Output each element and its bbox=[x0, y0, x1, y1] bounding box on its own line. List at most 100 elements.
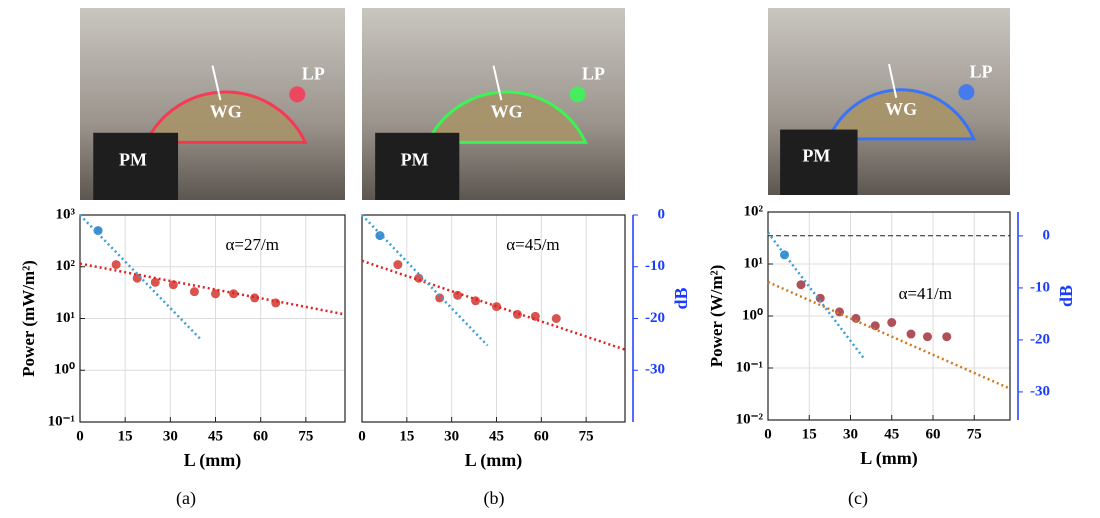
photo-waveguide bbox=[826, 88, 976, 141]
y-tick-label: 10⁻¹ bbox=[736, 359, 763, 375]
photo-label: LP bbox=[969, 62, 992, 82]
annotation: α=27/m bbox=[226, 235, 279, 254]
y2-axis-label: dB bbox=[1056, 285, 1076, 307]
data-point bbox=[851, 313, 861, 323]
fit-line bbox=[79, 262, 346, 316]
data-point bbox=[471, 296, 481, 306]
x-tick-label: 0 bbox=[358, 428, 366, 444]
y-tick-label: 10⁻² bbox=[736, 411, 764, 427]
x-tick-label: 75 bbox=[579, 428, 594, 444]
data-point bbox=[780, 250, 789, 260]
data-point bbox=[551, 314, 561, 323]
y2-tick-label: -10 bbox=[645, 258, 665, 274]
data-point bbox=[453, 290, 463, 300]
data-point bbox=[393, 260, 403, 270]
annotation: α=45/m bbox=[506, 235, 559, 254]
x-tick-label: 30 bbox=[163, 428, 178, 444]
data-point bbox=[491, 302, 501, 312]
y-tick-label: 10¹ bbox=[56, 310, 76, 326]
data-point bbox=[93, 226, 103, 236]
data-point bbox=[906, 329, 916, 339]
y2-tick-label: -20 bbox=[1030, 331, 1050, 347]
x-tick-label: 75 bbox=[967, 426, 982, 442]
photo-waveguide bbox=[425, 90, 588, 144]
x-tick-label: 0 bbox=[76, 428, 84, 444]
y-tick-label: 10² bbox=[56, 258, 76, 274]
y2-tick-label: -20 bbox=[645, 310, 665, 326]
x-tick-label: 45 bbox=[884, 426, 899, 442]
x-tick-label: 60 bbox=[926, 426, 941, 442]
photo-label: LP bbox=[302, 63, 325, 83]
photo-meter bbox=[375, 132, 460, 200]
y2-tick-label: 0 bbox=[1043, 227, 1051, 243]
data-point bbox=[923, 332, 932, 342]
data-point bbox=[796, 280, 806, 290]
data-point bbox=[414, 273, 424, 283]
plot-frame bbox=[361, 214, 626, 423]
photo-laser-spot bbox=[958, 84, 975, 101]
data-point bbox=[942, 332, 952, 342]
x-tick-label: 30 bbox=[843, 426, 858, 442]
y-axis-label: Power (W/m²) bbox=[707, 265, 726, 368]
y2-tick-label: -30 bbox=[1030, 383, 1050, 399]
photo-label: PM bbox=[119, 150, 147, 170]
y-tick-label: 10⁰ bbox=[54, 362, 75, 378]
photo-arrow bbox=[888, 63, 898, 98]
annotation: α=41/m bbox=[899, 284, 952, 303]
photo-arrow bbox=[211, 65, 222, 101]
photo-label: LP bbox=[582, 63, 605, 83]
x-tick-label: 0 bbox=[764, 426, 772, 442]
photo-arrow bbox=[492, 65, 503, 101]
data-point bbox=[375, 231, 385, 241]
photo-label: PM bbox=[401, 150, 429, 170]
fit-line bbox=[767, 231, 866, 360]
y-tick-label: 10¹ bbox=[744, 255, 764, 271]
data-point bbox=[189, 287, 199, 297]
y2-tick-label: 0 bbox=[658, 206, 666, 222]
fit-line bbox=[79, 214, 202, 340]
x-tick-label: 75 bbox=[298, 428, 313, 444]
data-point bbox=[870, 321, 880, 331]
x-tick-label: 30 bbox=[444, 428, 459, 444]
x-tick-label: 15 bbox=[118, 428, 133, 444]
photo-meter bbox=[780, 129, 858, 195]
y-axis-label: Power (mW/m²) bbox=[19, 260, 38, 377]
fit-line bbox=[361, 214, 489, 347]
photo-label: WG bbox=[491, 102, 523, 122]
x-tick-label: 45 bbox=[208, 428, 223, 444]
y2-tick-label: -30 bbox=[645, 362, 665, 378]
x-axis-label: L (mm) bbox=[860, 448, 918, 469]
y2-tick-label: -10 bbox=[1030, 279, 1050, 295]
photo-label: PM bbox=[802, 146, 830, 166]
x-tick-label: 60 bbox=[534, 428, 549, 444]
x-tick-label: 15 bbox=[802, 426, 817, 442]
data-point bbox=[111, 260, 121, 270]
panel-label: (b) bbox=[484, 488, 505, 509]
x-tick-label: 45 bbox=[489, 428, 504, 444]
x-tick-label: 60 bbox=[253, 428, 268, 444]
data-point bbox=[435, 293, 445, 303]
photo-laser-spot bbox=[569, 86, 586, 103]
y-tick-label: 10⁰ bbox=[742, 307, 763, 323]
y-tick-label: 10³ bbox=[56, 206, 76, 222]
x-axis-label: L (mm) bbox=[184, 450, 242, 471]
photo-label: WG bbox=[885, 99, 917, 119]
data-point bbox=[887, 317, 897, 327]
fit-line bbox=[361, 259, 626, 351]
photo-label: WG bbox=[210, 102, 242, 122]
data-point bbox=[168, 280, 178, 290]
y-tick-label: 10² bbox=[744, 203, 764, 219]
x-axis-label: L (mm) bbox=[465, 450, 523, 471]
photo-laser-spot bbox=[289, 86, 306, 103]
photo-waveguide bbox=[143, 90, 308, 144]
x-tick-label: 15 bbox=[399, 428, 414, 444]
y-tick-label: 10⁻¹ bbox=[48, 413, 75, 429]
data-point bbox=[211, 289, 221, 299]
panel-label: (a) bbox=[176, 488, 196, 509]
y2-axis-label: dB bbox=[671, 287, 691, 309]
photo-meter bbox=[93, 132, 179, 200]
data-point bbox=[815, 293, 825, 303]
data-point bbox=[150, 277, 160, 287]
fit-line bbox=[767, 280, 1011, 390]
